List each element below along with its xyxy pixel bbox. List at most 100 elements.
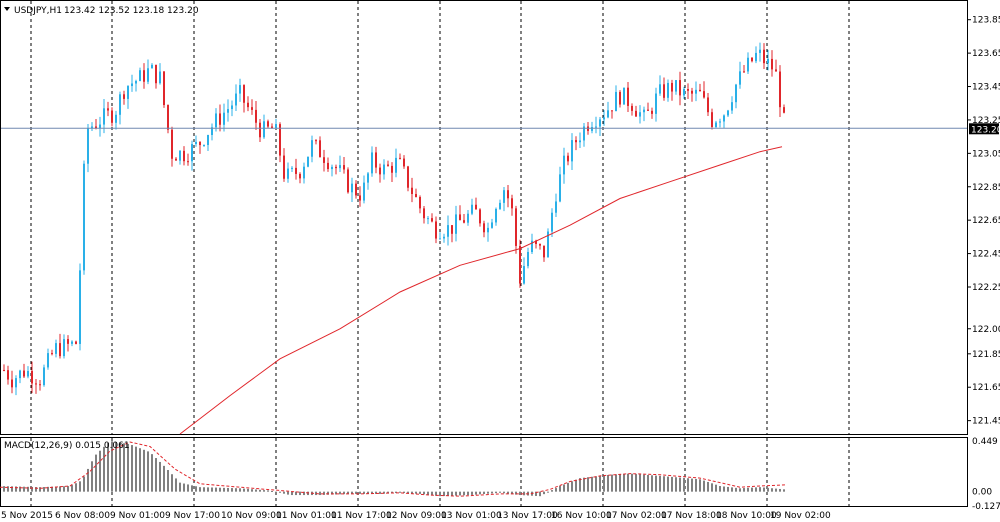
candle-body [367, 173, 369, 183]
macd-bar [463, 491, 465, 496]
macd-bar [355, 491, 357, 494]
macd-bar [31, 486, 33, 492]
candle-body [355, 183, 357, 196]
candle-body [211, 127, 213, 136]
macd-bar [15, 486, 17, 492]
macd-bar [663, 476, 665, 492]
main-chart-area[interactable] [0, 0, 968, 435]
candle-body [487, 227, 489, 233]
macd-bar [267, 490, 269, 492]
time-axis-label: 13 Nov 01:00 [441, 511, 502, 521]
candle-body [19, 370, 21, 379]
macd-bar [359, 491, 361, 494]
candle-body [295, 167, 297, 174]
candle-body [191, 144, 193, 162]
price-tick-label: 123.65 [972, 49, 1000, 59]
candle-body [655, 93, 657, 114]
candle-body [615, 91, 617, 112]
candle-body [687, 89, 689, 91]
candle-body [435, 221, 437, 239]
candle-body [499, 202, 501, 209]
macd-bar [403, 491, 405, 494]
macd-bar [87, 468, 89, 492]
macd-bar [247, 488, 249, 492]
price-tick-label: 122.45 [972, 250, 1000, 260]
macd-panel[interactable] [0, 437, 968, 507]
price-axis[interactable]: 121.45 121.65 121.85 122.00 122.25 122.45 122.… [967, 16, 1000, 427]
candle-body [207, 135, 209, 146]
macd-bar [655, 475, 657, 492]
candle-body [171, 129, 173, 159]
candle-body [283, 155, 285, 179]
macd-bar [407, 491, 409, 494]
macd-bar [451, 491, 453, 496]
macd-bar [399, 491, 401, 493]
candle-body [759, 49, 761, 53]
candle-body [659, 84, 661, 94]
candle-body [511, 198, 513, 209]
macd-bar [783, 489, 785, 492]
candle-body [179, 150, 181, 161]
candle-body [331, 166, 333, 170]
macd-bar [171, 474, 173, 492]
macd-bar [371, 491, 373, 494]
macd-bar [175, 478, 177, 492]
candle-body [551, 212, 553, 232]
candle-body [39, 384, 41, 386]
candle-body [227, 109, 229, 113]
macd-bar [347, 491, 349, 495]
macd-bar [107, 442, 109, 492]
macd-bar [319, 491, 321, 496]
macd-bar [759, 487, 761, 492]
macd-bar [667, 476, 669, 492]
macd-bar [207, 487, 209, 492]
candle-body [183, 150, 185, 162]
candle-body [275, 124, 277, 129]
candle-body [515, 208, 517, 246]
candle-body [351, 183, 353, 193]
time-axis-label: 11 Nov 01:00 [276, 511, 337, 521]
candle-body [707, 97, 709, 113]
macd-bar [23, 486, 25, 492]
current-price-tag: 123.20 [969, 123, 1000, 135]
candle-body [547, 231, 549, 258]
macd-bar [699, 479, 701, 492]
candle-body [695, 89, 697, 94]
macd-tick-label: 0.449 [972, 437, 998, 447]
macd-bar [199, 487, 201, 492]
macd-bar [151, 454, 153, 492]
macd-bar [327, 491, 329, 495]
macd-bar [55, 486, 57, 492]
candle-body [663, 84, 665, 98]
price-tick-label: 123.05 [972, 149, 1000, 159]
dropdown-arrow-icon[interactable] [4, 7, 10, 11]
candle-body [631, 105, 633, 111]
candle-body [287, 168, 289, 179]
candle-body [531, 240, 533, 252]
candle-body [59, 343, 61, 357]
candle-body [667, 82, 669, 98]
candle-body [447, 225, 449, 237]
macd-bar [703, 480, 705, 492]
candle-body [451, 225, 453, 234]
macd-label: MACD(12,26,9) 0.015 0.061 [4, 441, 130, 451]
candle-body [263, 121, 265, 138]
macd-bar [243, 488, 245, 492]
time-axis[interactable]: 5 Nov 2015 6 Nov 08:00 9 Nov 01:00 9 Nov 17… [1, 511, 831, 521]
macd-bar [603, 475, 605, 492]
macd-bar [487, 491, 489, 494]
macd-bar [339, 491, 341, 495]
candle-body [327, 162, 329, 170]
candle-body [87, 128, 89, 164]
candle-body [279, 124, 281, 156]
macd-bar [575, 479, 577, 492]
macd-bar [595, 476, 597, 492]
candle-body [543, 245, 545, 258]
candle-body [647, 109, 649, 111]
candle-body [319, 140, 321, 158]
macd-signal-line [0, 441, 786, 497]
candle-body [167, 105, 169, 130]
macd-tick-label: 0.00 [972, 488, 992, 498]
time-axis-label: 19 Nov 02:00 [770, 511, 831, 521]
